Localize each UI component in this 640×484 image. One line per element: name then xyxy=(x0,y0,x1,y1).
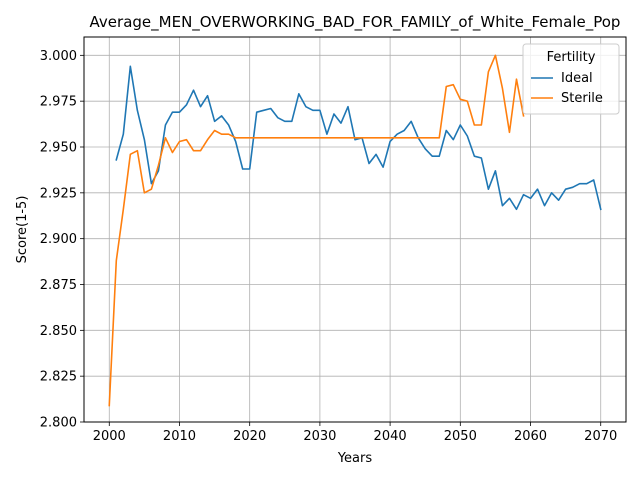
y-tick-label: 2.825 xyxy=(40,370,77,385)
x-tick-label: 2000 xyxy=(93,429,126,444)
y-tick-label: 2.975 xyxy=(40,95,77,110)
x-tick-label: 2070 xyxy=(584,429,617,444)
y-tick-label: 2.800 xyxy=(40,416,77,431)
y-tick-label: 2.875 xyxy=(40,278,77,293)
legend-title: Fertility xyxy=(547,50,596,65)
legend-items: Ideal Sterile xyxy=(531,71,603,106)
legend-label: Sterile xyxy=(561,91,603,106)
x-axis-title: Years xyxy=(337,451,373,466)
series-line-sterile xyxy=(108,54,525,407)
legend: Fertility Ideal Sterile xyxy=(522,43,620,115)
legend-box xyxy=(522,43,620,115)
x-tick-label: 2030 xyxy=(303,429,336,444)
plot-frame xyxy=(83,36,627,423)
chart-title: Average_MEN_OVERWORKING_BAD_FOR_FAMILY_o… xyxy=(90,13,621,32)
x-tick-label: 2060 xyxy=(514,429,547,444)
x-tick-label: 2020 xyxy=(233,429,266,444)
series-line-ideal xyxy=(115,65,602,211)
y-tick-label: 3.000 xyxy=(40,49,77,64)
series-lines xyxy=(108,54,602,407)
y-tick-label: 2.925 xyxy=(40,186,77,201)
y-tick-label: 2.950 xyxy=(40,141,77,156)
axis-ticks: 2000 2010 2020 2030 2040 2050 2060 2070 2.800 2.8… xyxy=(40,49,617,444)
x-tick-label: 2050 xyxy=(444,429,477,444)
y-tick-label: 2.850 xyxy=(40,324,77,339)
y-tick-label: 2.900 xyxy=(40,232,77,247)
y-axis-title: Score(1-5) xyxy=(15,196,30,264)
x-tick-label: 2010 xyxy=(163,429,196,444)
x-tick-label: 2040 xyxy=(374,429,407,444)
legend-label: Ideal xyxy=(561,71,593,86)
